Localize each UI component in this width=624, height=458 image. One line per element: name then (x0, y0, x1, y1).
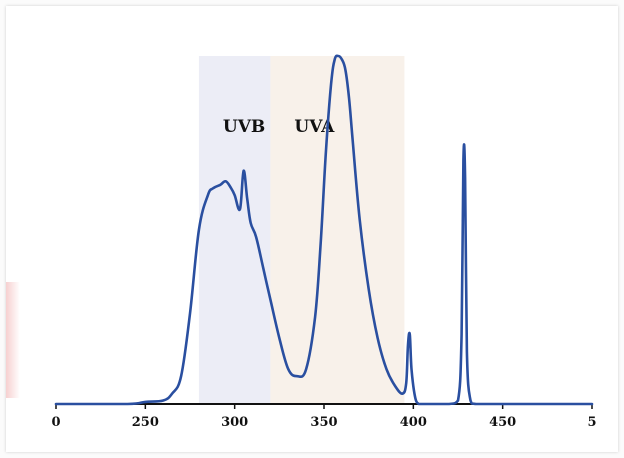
x-tick-label: 0 (51, 415, 60, 430)
chart-area: UVB UVA 0 250 300 350 400 450 5 (6, 6, 618, 452)
band-uvb (198, 56, 271, 404)
x-tick-label: 350 (310, 415, 337, 430)
band-label-uva: UVA (294, 117, 335, 137)
band-uva (270, 56, 405, 404)
band-label-uvb: UVB (223, 117, 265, 137)
x-axis-ticks (55, 404, 593, 409)
x-axis-tick-labels: 0 250 300 350 400 450 5 (51, 415, 596, 430)
x-tick-label: 5 (587, 415, 596, 430)
x-tick-label: 450 (489, 415, 516, 430)
spectral-bands (198, 56, 405, 404)
spectrum-chart: UVB UVA 0 250 300 350 400 450 5 (51, 54, 597, 430)
series-line (54, 54, 594, 406)
page-edge-shadow (6, 282, 20, 398)
band-labels: UVB UVA (223, 117, 335, 137)
x-tick-label: 400 (400, 415, 427, 430)
x-tick-label: 300 (221, 415, 248, 430)
x-tick-label: 250 (132, 415, 159, 430)
